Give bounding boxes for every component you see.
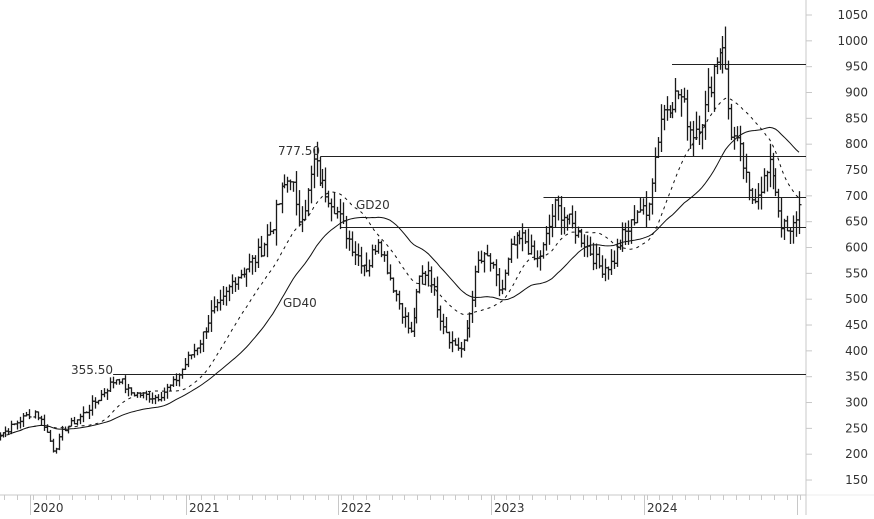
gd20-line xyxy=(0,97,800,438)
svg-text:600: 600 xyxy=(845,241,868,255)
svg-text:800: 800 xyxy=(845,137,868,151)
svg-text:550: 550 xyxy=(845,266,868,280)
svg-text:450: 450 xyxy=(845,318,868,332)
horizontal-levels xyxy=(113,64,806,375)
svg-text:300: 300 xyxy=(845,396,868,410)
svg-text:1050: 1050 xyxy=(837,8,868,22)
svg-text:650: 650 xyxy=(845,215,868,229)
svg-text:2023: 2023 xyxy=(494,501,525,515)
svg-text:2020: 2020 xyxy=(33,501,64,515)
svg-text:350: 350 xyxy=(845,370,868,384)
svg-text:1000: 1000 xyxy=(837,34,868,48)
ohlc-bars xyxy=(0,26,802,454)
svg-text:250: 250 xyxy=(845,421,868,435)
svg-text:400: 400 xyxy=(845,344,868,358)
svg-text:500: 500 xyxy=(845,292,868,306)
svg-text:900: 900 xyxy=(845,86,868,100)
svg-text:950: 950 xyxy=(845,60,868,74)
gd20-label: GD20 xyxy=(356,198,390,212)
svg-text:750: 750 xyxy=(845,163,868,177)
svg-text:200: 200 xyxy=(845,447,868,461)
y-axis: 150 200 250 300 350 400 450 500 550 600 650 700 750 8… xyxy=(805,0,868,515)
gd40-label: GD40 xyxy=(283,296,317,310)
svg-text:700: 700 xyxy=(845,189,868,203)
svg-text:850: 850 xyxy=(845,111,868,125)
gd40-line xyxy=(8,126,800,436)
level-label-355: 355.50 xyxy=(71,363,113,377)
svg-text:2024: 2024 xyxy=(647,501,678,515)
x-axis: 2020 2021 2022 2023 2024 xyxy=(0,494,874,515)
svg-text:2021: 2021 xyxy=(189,501,220,515)
svg-text:150: 150 xyxy=(845,473,868,487)
svg-text:2022: 2022 xyxy=(341,501,372,515)
level-label-777: 777.50 xyxy=(278,144,320,158)
